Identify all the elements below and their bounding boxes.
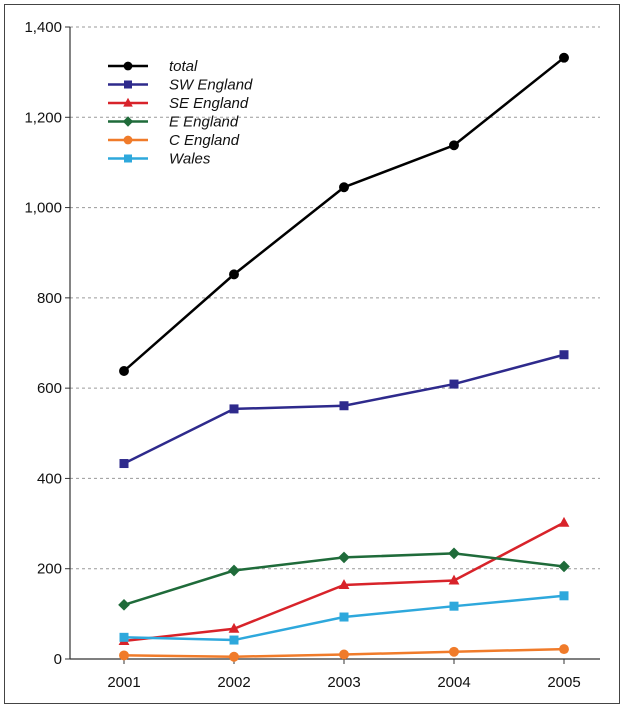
legend-entry: Wales	[108, 151, 211, 168]
data-point	[449, 140, 459, 151]
data-point	[119, 459, 129, 469]
axes	[69, 27, 600, 660]
y-tick-label: 1,200	[24, 109, 62, 126]
data-point	[449, 601, 459, 611]
legend-label: E England	[169, 114, 239, 131]
legend-label: SE England	[169, 95, 249, 112]
data-point	[119, 650, 129, 661]
data-point	[448, 547, 460, 560]
data-point	[119, 632, 129, 642]
data-point	[228, 564, 240, 577]
x-tick-label: 2003	[327, 674, 360, 691]
legend-entry: SW England	[108, 77, 253, 94]
x-tick-label: 2004	[437, 674, 470, 691]
legend-entry: total	[108, 58, 198, 75]
legend-label: C England	[169, 132, 240, 149]
series-total	[119, 52, 569, 376]
x-tick-label: 2002	[217, 674, 250, 691]
data-point	[559, 52, 569, 63]
y-tick-label: 800	[37, 290, 62, 307]
chart-frame	[4, 4, 620, 704]
data-point	[449, 379, 459, 389]
data-point	[558, 560, 570, 573]
data-point	[338, 551, 350, 564]
data-point	[229, 635, 239, 645]
legend-swatch-marker	[124, 154, 132, 163]
data-point	[559, 644, 569, 655]
y-tick-label: 600	[37, 380, 62, 397]
data-point	[229, 269, 239, 280]
data-point	[229, 404, 239, 414]
series-group	[118, 52, 570, 662]
y-tick-label: 400	[37, 470, 62, 487]
series-e-england	[118, 547, 570, 611]
legend-entry: SE England	[108, 95, 249, 112]
legend-label: Wales	[169, 151, 211, 168]
legend-entry: C England	[108, 132, 240, 149]
legend-swatch-marker	[123, 97, 133, 107]
legend-label: total	[169, 58, 198, 75]
data-point	[339, 401, 349, 411]
data-point	[228, 622, 240, 633]
legend-swatch-marker	[123, 61, 133, 71]
legend-label: SW England	[169, 77, 253, 94]
gridlines	[70, 26, 600, 570]
series-sw-england	[119, 350, 569, 469]
data-point	[449, 646, 459, 657]
x-tick-label: 2005	[547, 674, 580, 691]
legend-swatch-marker	[122, 116, 134, 127]
x-axis-ticks: 2001 2002 2003 2004 2005	[107, 659, 581, 691]
legend-swatch-marker	[123, 135, 133, 145]
data-point	[559, 350, 569, 360]
legend-swatch-marker	[124, 80, 132, 89]
y-tick-label: 200	[37, 561, 62, 578]
data-point	[119, 366, 129, 376]
y-tick-label: 1,000	[24, 200, 62, 217]
x-tick-label: 2001	[107, 674, 140, 691]
series-wales	[119, 591, 569, 645]
data-point	[338, 579, 350, 590]
series-se-england	[118, 516, 570, 645]
legend-entry: E England	[108, 114, 239, 131]
data-point	[339, 612, 349, 622]
y-tick-label: 0	[54, 651, 62, 668]
data-point	[448, 574, 460, 585]
data-point	[339, 649, 349, 660]
data-point	[558, 516, 570, 527]
y-axis-ticks: 0 200 400 600 800 1,000 1,200 1,400	[24, 19, 70, 668]
data-point	[229, 651, 239, 662]
y-tick-label: 1,400	[24, 19, 62, 36]
series-c-england	[119, 644, 569, 662]
data-point	[339, 182, 349, 193]
data-point	[559, 591, 569, 601]
data-point	[118, 598, 130, 611]
